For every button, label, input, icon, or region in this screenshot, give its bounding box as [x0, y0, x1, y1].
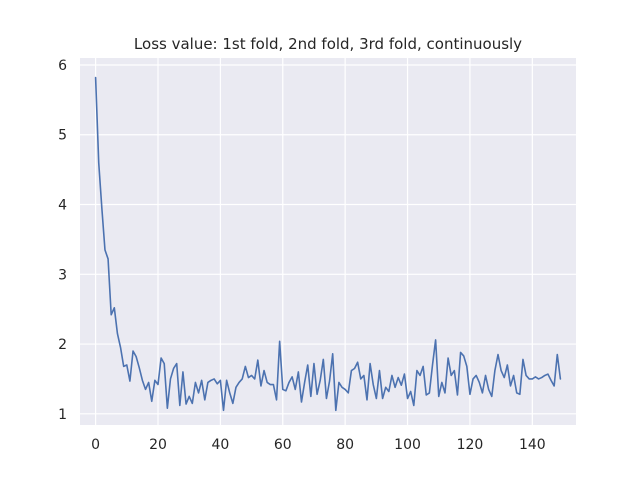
x-axis-ticks: 0 20 40 60 80 100 120 140 [91, 437, 546, 453]
x-tick-label: 140 [519, 437, 546, 453]
x-tick-label: 20 [149, 437, 167, 453]
x-tick-label: 40 [211, 437, 229, 453]
y-tick-label: 5 [58, 128, 67, 144]
plot-area [80, 58, 576, 425]
x-tick-label: 100 [394, 437, 421, 453]
y-tick-label: 2 [58, 337, 67, 353]
y-tick-label: 6 [58, 58, 67, 74]
x-tick-label: 80 [336, 437, 354, 453]
x-tick-label: 0 [91, 437, 100, 453]
series-line-loss [94, 76, 562, 412]
y-tick-label: 4 [58, 198, 67, 214]
y-axis-ticks: 1 2 3 4 5 6 [58, 58, 67, 423]
y-tick-label: 1 [58, 407, 67, 423]
x-tick-label: 120 [457, 437, 484, 453]
y-tick-label: 3 [58, 267, 67, 283]
x-tick-label: 60 [274, 437, 292, 453]
grid-lines [80, 58, 576, 425]
chart-title: Loss value: 1st fold, 2nd fold, 3rd fold… [134, 35, 522, 53]
